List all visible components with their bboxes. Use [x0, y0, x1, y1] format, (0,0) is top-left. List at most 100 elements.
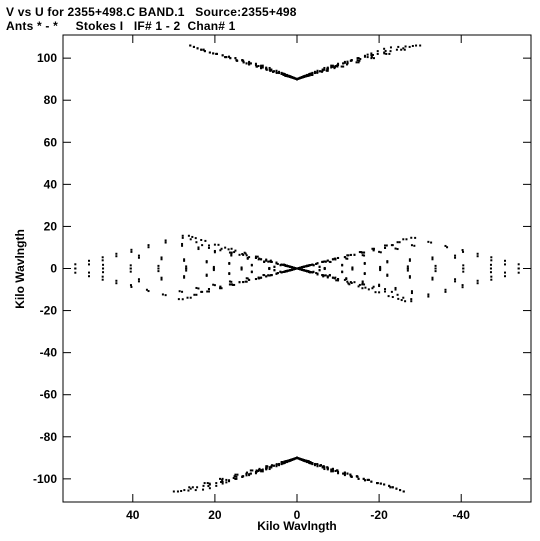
- uv-point: [241, 253, 244, 256]
- uv-point-conjugate: [396, 241, 399, 244]
- uv-point: [265, 275, 268, 278]
- uv-point: [351, 267, 354, 270]
- uv-point-conjugate: [245, 277, 248, 280]
- uv-point-conjugate: [336, 65, 339, 68]
- uv-point: [234, 249, 237, 252]
- uv-point-conjugate: [351, 266, 354, 269]
- uv-point: [405, 238, 408, 241]
- uv-point: [101, 278, 104, 281]
- uv-point: [326, 467, 329, 470]
- uv-point-conjugate: [284, 73, 287, 76]
- uv-point: [115, 282, 118, 285]
- uv-point-conjugate: [371, 247, 374, 250]
- uv-point: [285, 264, 288, 267]
- uv-point: [205, 274, 208, 277]
- uv-point-conjugate: [205, 273, 208, 276]
- uv-point: [88, 275, 90, 278]
- uv-point: [263, 274, 266, 277]
- uv-point-conjugate: [461, 286, 464, 289]
- uv-point: [212, 265, 215, 268]
- uv-point: [446, 246, 449, 249]
- uv-point-conjugate: [296, 267, 298, 270]
- uv-point-conjugate: [272, 70, 275, 73]
- uv-point: [181, 290, 184, 293]
- uv-point-conjugate: [342, 62, 345, 65]
- uv-point: [265, 259, 268, 262]
- uv-point-conjugate: [188, 486, 191, 489]
- uv-point-conjugate: [323, 66, 326, 69]
- uv-point-conjugate: [378, 285, 381, 288]
- uv-point: [185, 265, 188, 268]
- uv-point-conjugate: [201, 244, 204, 247]
- uv-point: [372, 285, 375, 288]
- uv-point: [284, 270, 287, 273]
- uv-point-conjugate: [208, 487, 211, 490]
- uv-point: [261, 470, 264, 473]
- uv-point-conjugate: [313, 70, 316, 73]
- uv-point: [289, 459, 292, 462]
- uv-point-conjugate: [257, 65, 260, 68]
- uv-point-conjugate: [278, 70, 281, 73]
- uv-point: [246, 471, 249, 474]
- y-tick-label: -100: [33, 472, 57, 486]
- uv-point-conjugate: [245, 474, 248, 477]
- uv-point: [476, 279, 479, 282]
- uv-point-conjugate: [318, 269, 321, 272]
- uv-point-conjugate: [489, 271, 492, 274]
- uv-point-conjugate: [316, 272, 319, 275]
- uv-point-conjugate: [323, 260, 326, 263]
- uv-point-conjugate: [378, 291, 381, 294]
- uv-point-conjugate: [254, 470, 257, 473]
- uv-point-conjugate: [395, 48, 398, 51]
- uv-point-conjugate: [270, 68, 273, 71]
- y-tick-label: -20: [40, 304, 58, 318]
- uv-point-conjugate: [378, 250, 381, 253]
- uv-point-conjugate: [194, 489, 197, 492]
- uv-point-conjugate: [337, 279, 340, 282]
- uv-point: [240, 268, 243, 271]
- uv-point: [356, 57, 359, 60]
- uv-point-conjugate: [462, 270, 465, 273]
- uv-point-conjugate: [215, 484, 218, 487]
- uv-point: [88, 259, 90, 262]
- uv-point-conjugate: [195, 286, 198, 289]
- uv-point: [273, 269, 276, 272]
- uv-point-conjugate: [297, 267, 300, 270]
- uv-point-conjugate: [309, 72, 312, 75]
- uv-point-conjugate: [207, 244, 210, 247]
- uv-point-conjugate: [208, 51, 211, 54]
- uv-point-conjugate: [215, 52, 218, 55]
- uv-point: [183, 258, 186, 261]
- uv-point: [130, 248, 133, 251]
- uv-point-conjugate: [202, 488, 205, 491]
- uv-point: [246, 256, 249, 259]
- uv-point: [343, 474, 346, 477]
- uv-point: [384, 290, 387, 293]
- uv-point-conjugate: [517, 271, 520, 274]
- uv-point: [268, 260, 271, 263]
- uv-point-conjugate: [374, 291, 377, 294]
- uv-point: [102, 263, 105, 266]
- uv-point-conjugate: [224, 56, 227, 59]
- uv-point: [454, 256, 457, 259]
- uv-point: [290, 266, 293, 269]
- uv-point-conjugate: [345, 257, 348, 260]
- uv-point-conjugate: [287, 74, 290, 77]
- uv-point-conjugate: [326, 66, 329, 69]
- uv-point-conjugate: [299, 268, 302, 271]
- uv-point-conjugate: [234, 473, 237, 476]
- uv-point-conjugate: [406, 265, 409, 268]
- x-axis-title: Kilo Wavlngth: [257, 519, 337, 533]
- uv-point: [250, 263, 253, 266]
- uv-point: [240, 266, 243, 269]
- uv-point: [221, 477, 224, 480]
- uv-point-conjugate: [341, 271, 344, 274]
- uv-point-conjugate: [444, 244, 447, 247]
- uv-point-conjugate: [389, 50, 392, 53]
- uv-point-conjugate: [379, 269, 382, 272]
- y-axis-title: Kilo Wavlngth: [13, 229, 27, 309]
- uv-point: [359, 58, 362, 61]
- uv-point-conjugate: [238, 253, 241, 256]
- uv-point: [201, 290, 204, 293]
- uv-point-conjugate: [197, 248, 200, 251]
